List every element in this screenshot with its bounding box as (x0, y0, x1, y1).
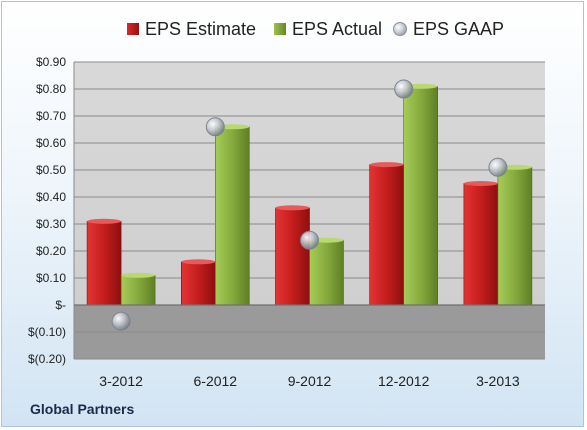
x-tick-label: 3-2013 (476, 373, 520, 389)
legend-swatch-eps-estimate (127, 23, 139, 35)
bar-eps-estimate (369, 164, 405, 306)
x-tick-label: 12-2012 (378, 373, 430, 389)
y-tick-label: $(0.20) (28, 352, 66, 366)
bar-eps-estimate-top (87, 218, 122, 224)
y-tick-label: $0.60 (36, 136, 66, 150)
marker-eps-gaap (488, 157, 508, 177)
legend-label-eps-gaap: EPS GAAP (413, 18, 505, 39)
bar-eps-actual (309, 239, 344, 306)
legend-label-eps-actual: EPS Actual (292, 18, 383, 39)
legend-marker-eps-gaap (393, 22, 407, 36)
bar-eps-estimate (275, 207, 310, 306)
x-tick-label: 6-2012 (194, 373, 238, 389)
legend-swatch-eps-actual (274, 23, 286, 35)
legend-item-eps-gaap: EPS GAAP (393, 16, 504, 42)
y-tick-label: $0.10 (36, 271, 66, 285)
bar-eps-estimate-top (463, 181, 498, 186)
bar-eps-estimate-top (181, 259, 216, 265)
marker-eps-gaap (300, 230, 319, 250)
bar-eps-actual (497, 167, 533, 306)
y-tick-label: $0.30 (36, 217, 66, 231)
y-tick-label: $0.90 (36, 55, 66, 69)
bar-eps-actual (215, 126, 250, 306)
legend-item-eps-actual: EPS Actual (274, 16, 382, 42)
bar-eps-actual (403, 86, 439, 306)
bar-eps-actual-top (121, 272, 156, 278)
y-tick-label: $(0.10) (28, 325, 66, 339)
y-tick-label: $0.50 (36, 163, 66, 177)
legend-label-eps-estimate: EPS Estimate (145, 18, 257, 39)
bar-eps-estimate-top (369, 162, 404, 168)
bar-eps-estimate (86, 221, 122, 306)
y-tick-label: $0.40 (36, 190, 66, 204)
marker-eps-gaap (205, 117, 225, 137)
bar-eps-actual (120, 274, 156, 306)
bar-eps-estimate (463, 183, 499, 306)
marker-eps-gaap (111, 311, 131, 331)
bar-eps-estimate (181, 261, 216, 306)
source-label: Global Partners (30, 401, 135, 417)
x-tick-label: 9-2012 (288, 373, 332, 389)
marker-eps-gaap (394, 79, 414, 99)
y-tick-label: $0.80 (36, 82, 66, 96)
y-tick-label: $0.20 (36, 244, 66, 258)
y-tick-label: $0.70 (36, 109, 66, 123)
legend-item-eps-estimate: EPS Estimate (127, 16, 256, 42)
x-tick-label: 3-2012 (99, 373, 143, 389)
chart-legend: EPS Estimate EPS Actual EPS GAAP (0, 16, 587, 42)
y-tick-label: $- (55, 298, 66, 312)
bar-eps-estimate-top (275, 205, 310, 211)
